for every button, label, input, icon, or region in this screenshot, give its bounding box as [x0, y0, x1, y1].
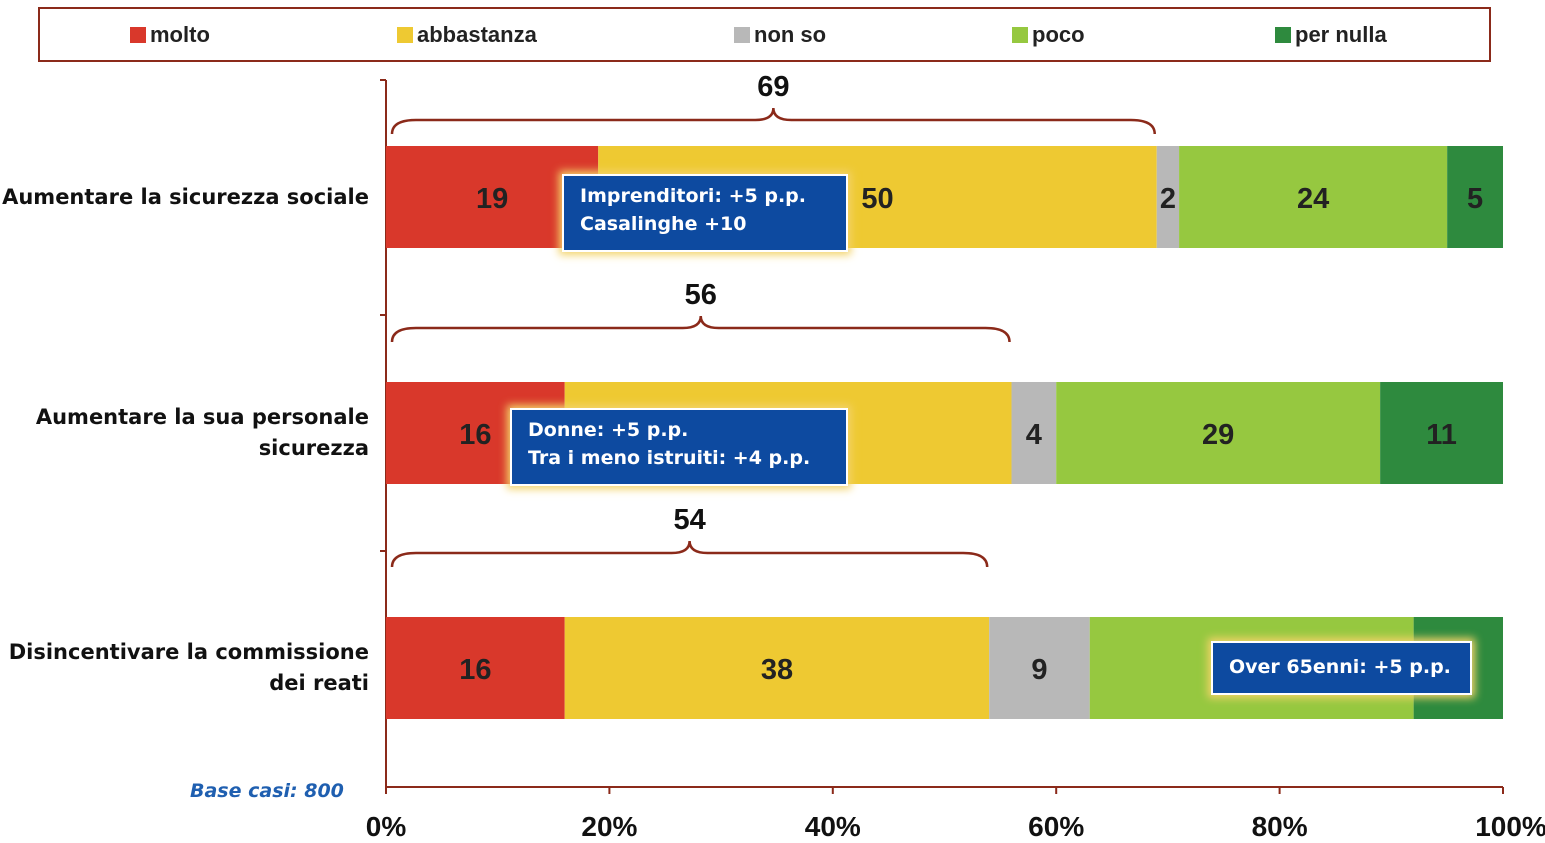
legend-item: molto: [130, 22, 210, 48]
x-tick-label: 80%: [1252, 811, 1308, 842]
base-note: Base casi: 800: [190, 780, 344, 802]
legend-label: poco: [1032, 22, 1085, 47]
brace-total-label: 69: [757, 71, 789, 103]
category-label-line: Disincentivare la commissione: [8, 640, 369, 664]
bar-value-label: 11: [1426, 419, 1457, 451]
category-label-line: Aumentare la sua personale: [35, 405, 369, 429]
chart-legend: molto abbastanza non so poco per nulla: [38, 7, 1491, 62]
bar-value-label: 16: [459, 419, 491, 451]
bar-segment-poco: [1056, 382, 1381, 484]
legend-item: non so: [734, 22, 826, 48]
total-brace: [390, 107, 1156, 135]
bar-segment-per-nulla: [1380, 382, 1503, 484]
legend-swatch: [734, 27, 750, 43]
category-label-line: Aumentare la sicurezza sociale: [2, 184, 369, 209]
legend-swatch: [1012, 27, 1028, 43]
bar-segment-abbastanza: [564, 617, 990, 719]
legend-item: poco: [1012, 22, 1085, 48]
bar-segment-non-so: [1011, 382, 1057, 484]
annotation-line: Donne: +5 p.p.: [528, 419, 689, 441]
legend-label: per nulla: [1295, 22, 1387, 47]
bar-value-label: 4: [1026, 419, 1042, 451]
annotation-line: Over 65enni: +5 p.p.: [1229, 656, 1451, 678]
bar-segment-per-nulla: [1447, 146, 1503, 248]
category-label-line: dei reati: [269, 671, 369, 695]
category-label: Aumentare la sua personale sicurezza: [36, 402, 369, 464]
legend-swatch: [1275, 27, 1291, 43]
x-tick-label: 20%: [581, 811, 637, 842]
bar-value-label: 9: [1031, 654, 1047, 686]
total-brace: [390, 540, 989, 568]
bar-segment-molto: [386, 617, 565, 719]
annotation-note: Donne: +5 p.p. Tra i meno istruiti: +4 p.…: [510, 408, 848, 486]
bar-value-label: 50: [861, 183, 893, 215]
category-label: Disincentivare la commissione dei reati: [9, 637, 369, 699]
x-tick-label: 0%: [366, 811, 407, 842]
annotation-line: Casalinghe +10: [580, 213, 747, 235]
legend-swatch: [397, 27, 413, 43]
x-tick-label: 60%: [1028, 811, 1084, 842]
annotation-line: Tra i meno istruiti: +4 p.p.: [528, 447, 811, 469]
bar-value-label: 16: [459, 654, 491, 686]
legend-label: molto: [150, 22, 210, 47]
bar-value-label: 29: [1202, 419, 1234, 451]
legend-label: abbastanza: [417, 22, 537, 47]
annotation-line: Imprenditori: +5 p.p.: [580, 185, 806, 207]
bar-segment-non-so: [989, 617, 1090, 719]
bar-segment-poco: [1179, 146, 1448, 248]
legend-swatch: [130, 27, 146, 43]
brace-total-label: 56: [685, 279, 717, 311]
bar-segment-non-so: [1156, 146, 1180, 248]
legend-item: per nulla: [1275, 22, 1387, 48]
x-tick-label: 40%: [805, 811, 861, 842]
annotation-note: Over 65enni: +5 p.p.: [1211, 641, 1472, 695]
bar-value-label: 19: [476, 183, 508, 215]
category-label-line: sicurezza: [258, 436, 369, 460]
bar-value-label: 2: [1160, 183, 1176, 215]
bar-value-label: 38: [761, 654, 793, 686]
annotation-note: Imprenditori: +5 p.p. Casalinghe +10: [562, 174, 848, 252]
legend-label: non so: [754, 22, 827, 47]
total-brace: [390, 315, 1011, 343]
x-tick-label: 100%: [1475, 811, 1545, 842]
category-label: Aumentare la sicurezza sociale: [2, 182, 369, 213]
bar-value-label: 24: [1297, 183, 1329, 215]
legend-item: abbastanza: [397, 22, 537, 48]
bar-value-label: 5: [1467, 183, 1483, 215]
brace-total-label: 54: [673, 504, 705, 536]
